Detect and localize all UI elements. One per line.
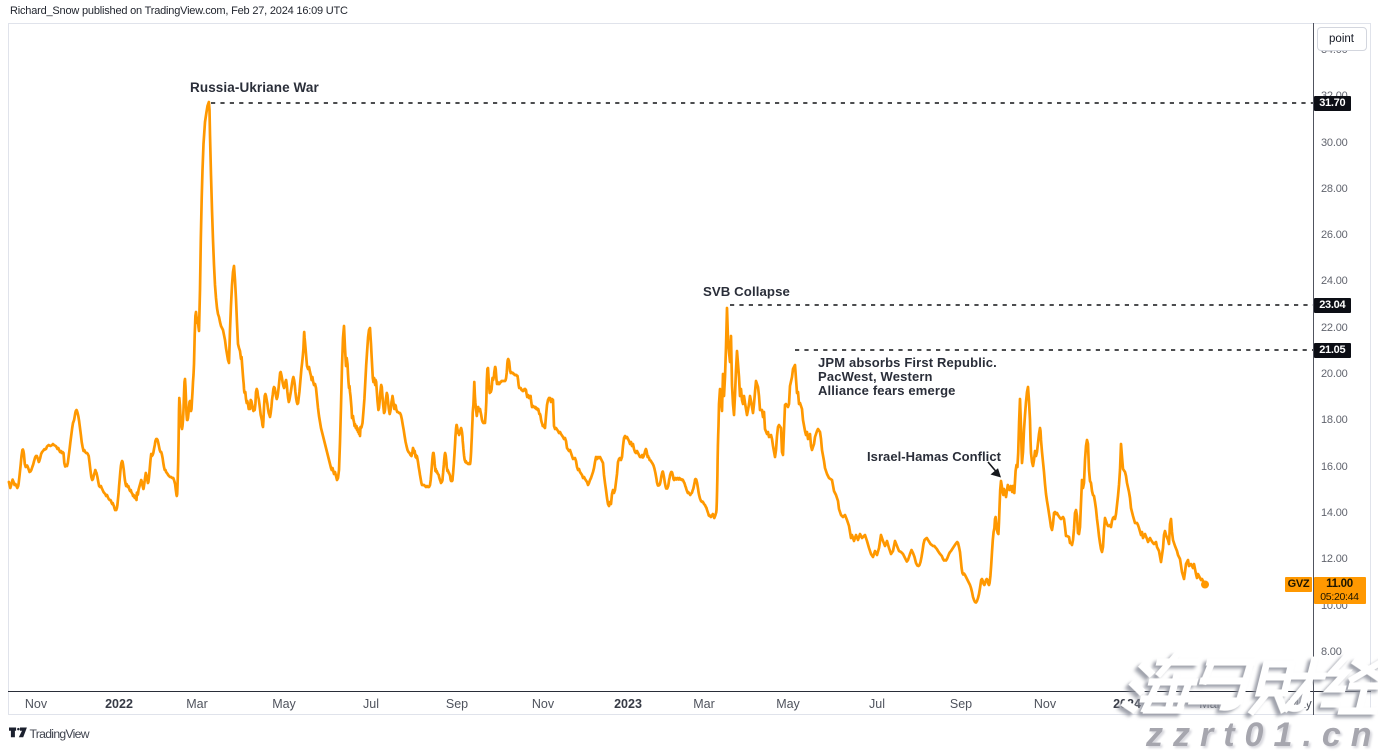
- svg-text:TradingView: TradingView: [30, 727, 90, 741]
